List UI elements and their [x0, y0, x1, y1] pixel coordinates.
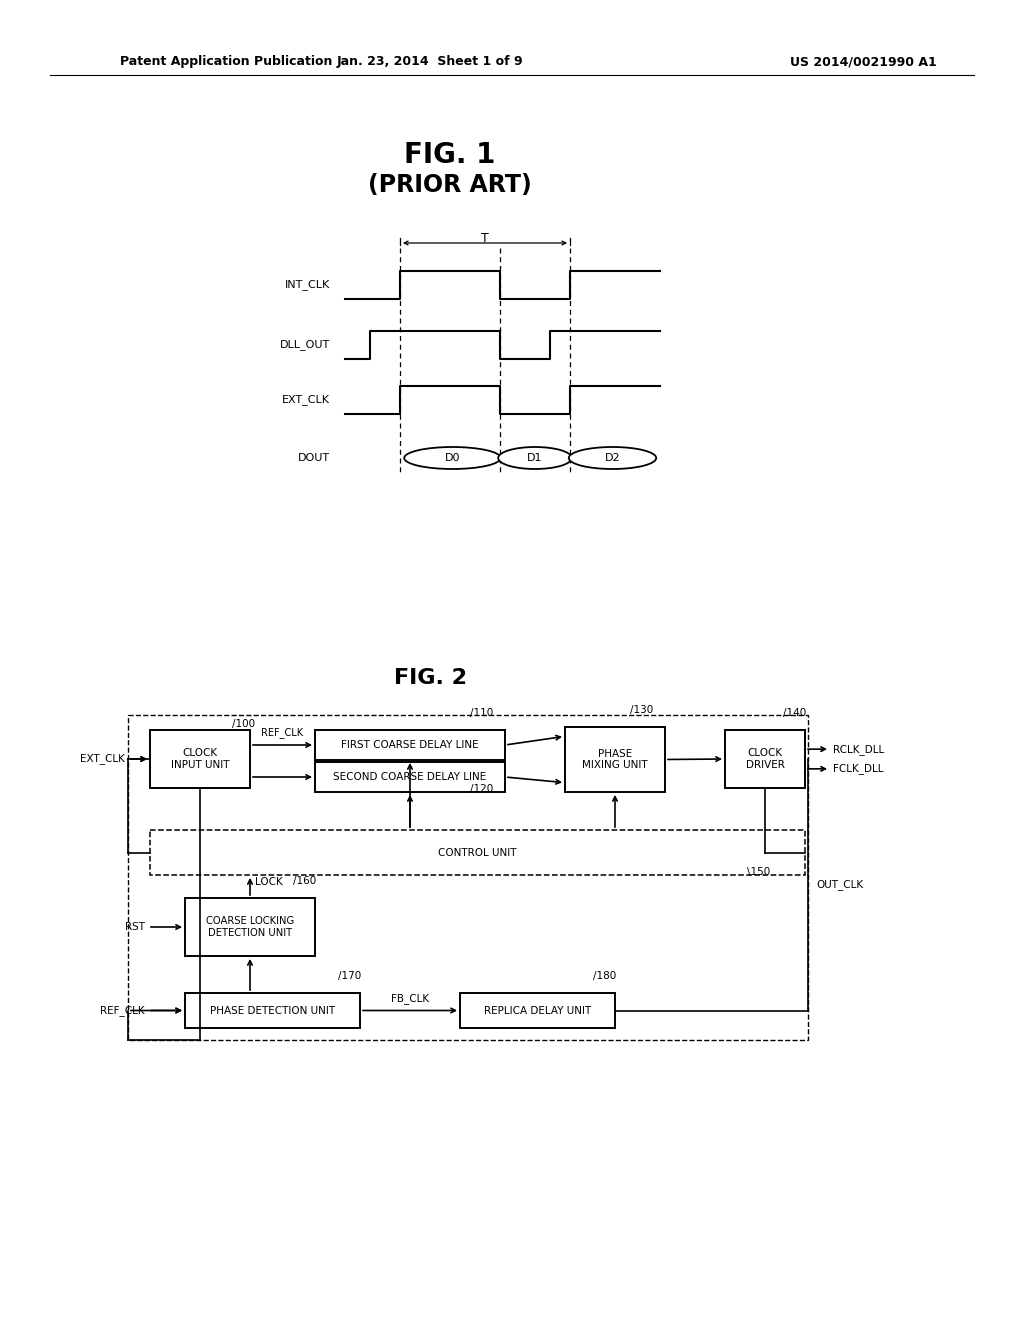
Text: /160: /160 — [293, 876, 316, 886]
Bar — [565, 727, 665, 792]
Text: OUT_CLK: OUT_CLK — [816, 879, 863, 890]
Bar — [185, 993, 360, 1028]
Text: EXT_CLK: EXT_CLK — [282, 395, 330, 405]
Bar — [150, 830, 805, 875]
Text: \150: \150 — [746, 867, 770, 876]
Text: (PRIOR ART): (PRIOR ART) — [368, 173, 531, 197]
Text: EXT_CLK: EXT_CLK — [80, 754, 125, 764]
Text: /130: /130 — [630, 705, 653, 715]
Text: D2: D2 — [605, 453, 621, 463]
Text: FIRST COARSE DELAY LINE: FIRST COARSE DELAY LINE — [341, 741, 479, 750]
Ellipse shape — [568, 447, 656, 469]
Bar — [315, 730, 505, 760]
Text: REPLICA DELAY UNIT: REPLICA DELAY UNIT — [484, 1006, 591, 1015]
Text: LOCK: LOCK — [255, 876, 283, 887]
Text: D0: D0 — [444, 453, 460, 463]
Text: /120: /120 — [470, 784, 494, 795]
Text: FIG. 1: FIG. 1 — [404, 141, 496, 169]
Text: PHASE DETECTION UNIT: PHASE DETECTION UNIT — [210, 1006, 335, 1015]
Bar — [185, 898, 315, 956]
Text: /180: /180 — [593, 972, 616, 981]
Text: /110: /110 — [470, 708, 494, 718]
Text: US 2014/0021990 A1: US 2014/0021990 A1 — [790, 55, 937, 69]
Text: CONTROL UNIT: CONTROL UNIT — [438, 847, 517, 858]
Text: Jan. 23, 2014  Sheet 1 of 9: Jan. 23, 2014 Sheet 1 of 9 — [337, 55, 523, 69]
Bar — [460, 993, 615, 1028]
Text: REF_CLK: REF_CLK — [261, 727, 303, 738]
Text: /100: /100 — [232, 719, 255, 729]
Bar — [315, 762, 505, 792]
Bar — [725, 730, 805, 788]
Text: /170: /170 — [338, 972, 361, 981]
Text: COARSE LOCKING
DETECTION UNIT: COARSE LOCKING DETECTION UNIT — [206, 916, 294, 937]
Text: INT_CLK: INT_CLK — [285, 280, 330, 290]
Ellipse shape — [499, 447, 571, 469]
Text: REF_CLK: REF_CLK — [100, 1005, 145, 1016]
Text: CLOCK
INPUT UNIT: CLOCK INPUT UNIT — [171, 748, 229, 770]
Text: SECOND COARSE DELAY LINE: SECOND COARSE DELAY LINE — [334, 772, 486, 781]
Text: FIG. 2: FIG. 2 — [393, 668, 467, 688]
Text: D1: D1 — [527, 453, 543, 463]
Text: PHASE
MIXING UNIT: PHASE MIXING UNIT — [583, 748, 648, 771]
Text: FCLK_DLL: FCLK_DLL — [833, 763, 884, 775]
Text: /140: /140 — [783, 708, 806, 718]
Text: DLL_OUT: DLL_OUT — [280, 339, 330, 350]
Text: DOUT: DOUT — [298, 453, 330, 463]
Text: RST: RST — [125, 921, 145, 932]
Ellipse shape — [404, 447, 501, 469]
Text: Patent Application Publication: Patent Application Publication — [120, 55, 333, 69]
Text: T: T — [481, 232, 488, 246]
Bar — [128, 715, 808, 1040]
Bar — [150, 730, 250, 788]
Text: FB_CLK: FB_CLK — [391, 993, 429, 1005]
Text: CLOCK
DRIVER: CLOCK DRIVER — [745, 748, 784, 770]
Text: RCLK_DLL: RCLK_DLL — [833, 743, 885, 755]
